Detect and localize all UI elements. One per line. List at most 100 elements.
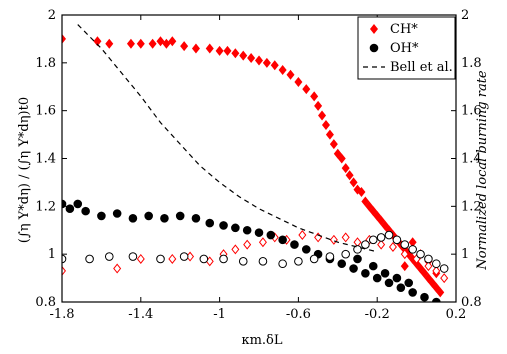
series-line-bell bbox=[77, 24, 378, 253]
oh-point bbox=[361, 269, 370, 278]
oh-point bbox=[160, 213, 169, 223]
ch-point bbox=[294, 76, 303, 87]
oh-point bbox=[372, 273, 382, 283]
oh-point bbox=[337, 259, 347, 269]
ch-point bbox=[113, 263, 122, 274]
oh-point bbox=[73, 199, 83, 209]
oh-point bbox=[191, 213, 201, 223]
ch-point bbox=[377, 239, 386, 250]
oh-point bbox=[301, 245, 311, 254]
ch-point bbox=[365, 201, 374, 212]
ch-point bbox=[302, 84, 311, 95]
oh-point bbox=[309, 254, 319, 264]
ch-point bbox=[424, 273, 433, 284]
ch-point bbox=[341, 232, 350, 243]
y-tick-label-left: 2 bbox=[48, 8, 56, 23]
ch-point bbox=[62, 33, 67, 44]
oh-point bbox=[65, 204, 75, 214]
oh-point bbox=[368, 235, 378, 245]
ch-point bbox=[243, 239, 252, 250]
ch-point bbox=[345, 170, 354, 181]
legend-marker bbox=[369, 43, 379, 53]
ch-point bbox=[247, 53, 256, 64]
ch-point bbox=[310, 91, 319, 102]
oh-point bbox=[128, 252, 138, 261]
ch-point bbox=[298, 230, 307, 241]
ch-point bbox=[369, 206, 378, 217]
oh-point bbox=[179, 252, 189, 261]
y-tick-label-right: 1.6 bbox=[461, 104, 482, 119]
oh-point bbox=[219, 254, 228, 264]
x-tick-label: -0.2 bbox=[365, 307, 390, 322]
ch-point bbox=[440, 273, 449, 284]
x-tick-label: -1 bbox=[213, 307, 226, 322]
legend-label: CH* bbox=[390, 22, 418, 37]
ch-point bbox=[400, 261, 409, 272]
y-axis-right-label: Normalized local burning rate bbox=[475, 70, 490, 271]
ch-point bbox=[333, 148, 342, 159]
ch-point bbox=[436, 287, 445, 298]
oh-point bbox=[175, 211, 185, 221]
oh-point bbox=[404, 278, 414, 288]
oh-point bbox=[112, 209, 122, 218]
y-tick-label-left: 1.8 bbox=[35, 56, 56, 71]
ch-point bbox=[231, 244, 240, 255]
oh-point bbox=[128, 213, 138, 223]
oh-point bbox=[278, 235, 287, 245]
ch-point bbox=[278, 65, 287, 76]
oh-point bbox=[144, 211, 153, 221]
oh-point bbox=[439, 264, 449, 273]
ch-point bbox=[373, 210, 382, 221]
oh-point bbox=[376, 233, 386, 242]
ch-point bbox=[321, 120, 330, 131]
plot-layer bbox=[62, 24, 449, 302]
legend-label: Bell et al. bbox=[390, 60, 453, 75]
ch-point bbox=[432, 282, 441, 293]
oh-point bbox=[392, 273, 402, 283]
ch-point bbox=[286, 69, 295, 80]
oh-point bbox=[416, 249, 425, 259]
ch-point bbox=[105, 38, 114, 49]
x-tick-label: -1.8 bbox=[49, 307, 74, 322]
ch-point bbox=[262, 57, 271, 68]
oh-point bbox=[81, 206, 90, 216]
x-tick-label: -0.6 bbox=[286, 307, 311, 322]
ch-point bbox=[254, 55, 264, 66]
ch-point bbox=[420, 268, 429, 279]
oh-point bbox=[85, 254, 94, 264]
ch-point bbox=[329, 234, 338, 245]
oh-point bbox=[104, 252, 114, 261]
axes-layer: -1.8 -1.4 -1 -0.6 -0.2 0.20.811.21.41.61.820.… bbox=[35, 8, 481, 322]
y-tick-label-left: 1 bbox=[48, 247, 56, 262]
oh-point bbox=[424, 254, 433, 264]
oh-point bbox=[238, 257, 248, 266]
plot-area bbox=[62, 24, 449, 302]
ch-point bbox=[341, 163, 350, 174]
legend: CH* OH* Bell et al. bbox=[357, 16, 456, 80]
ch-point bbox=[215, 45, 224, 56]
ch-point bbox=[357, 186, 366, 197]
oh-point bbox=[242, 225, 252, 235]
ch-point bbox=[325, 129, 334, 140]
ch-point bbox=[93, 36, 102, 47]
ch-point bbox=[162, 38, 171, 49]
ch-point bbox=[62, 265, 67, 276]
ch-point bbox=[180, 41, 189, 52]
oh-point bbox=[432, 259, 441, 269]
ch-point bbox=[156, 36, 165, 47]
y-tick-label-left: 0.8 bbox=[35, 295, 56, 310]
oh-point bbox=[380, 269, 390, 278]
oh-point bbox=[396, 283, 406, 292]
oh-point bbox=[408, 288, 417, 297]
x-tick-label: -1.4 bbox=[128, 307, 153, 322]
ch-point bbox=[231, 48, 240, 59]
ch-point bbox=[191, 43, 200, 54]
oh-point bbox=[325, 252, 335, 261]
oh-point bbox=[349, 264, 358, 273]
y-tick-label-right: 1.2 bbox=[461, 199, 482, 214]
ch-point bbox=[349, 177, 358, 188]
oh-point bbox=[420, 292, 429, 302]
oh-point bbox=[278, 259, 287, 269]
oh-point bbox=[361, 240, 370, 249]
